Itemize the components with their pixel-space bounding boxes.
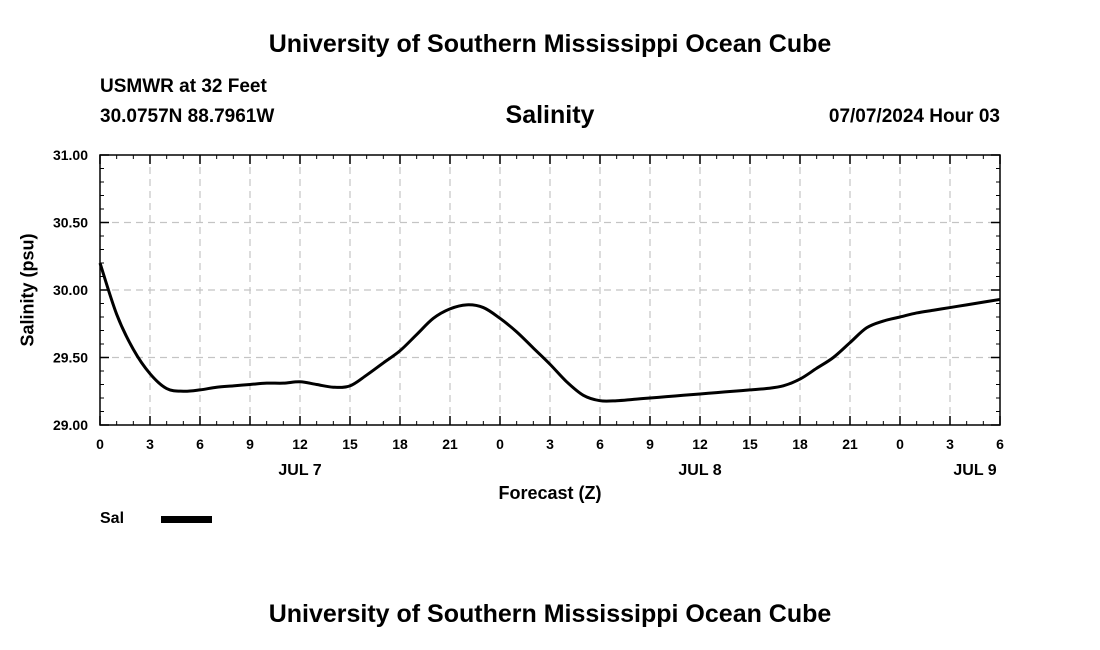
legend-label: Sal	[100, 510, 125, 527]
x-tick-label: 12	[292, 436, 308, 452]
plot-frame	[99, 154, 1001, 426]
x-tick-label: 18	[392, 436, 408, 452]
y-tick-label: 30.00	[53, 282, 88, 298]
station-label: USMWR at 32 Feet	[100, 76, 267, 97]
x-tick-label: 9	[246, 436, 254, 452]
page-title: University of Southern Mississippi Ocean…	[268, 30, 832, 58]
grid-lines	[100, 155, 1000, 425]
x-tick-label: 21	[442, 436, 458, 452]
tick-labels: 0 3 6 9 12 15 18 21 0 3 6 9 12 15 18 21 0 3 6 29.00 29.50 30.…	[53, 147, 1004, 479]
x-tick-label: 0	[496, 436, 504, 452]
x-tick-label: 3	[546, 436, 554, 452]
y-tick-label: 30.50	[53, 215, 88, 231]
x-tick-label: 15	[342, 436, 358, 452]
date-label: JUL 8	[678, 462, 721, 479]
y-tick-label: 29.50	[53, 350, 88, 366]
legend-swatch	[161, 516, 212, 523]
chart-title: Salinity	[505, 101, 595, 129]
x-tick-label: 6	[996, 436, 1004, 452]
date-label: JUL 7	[278, 462, 321, 479]
footer-title: University of Southern Mississippi Ocean…	[268, 600, 832, 628]
series-line-sal	[98, 262, 1001, 403]
series-layer	[98, 262, 1001, 403]
x-tick-label: 6	[596, 436, 604, 452]
x-tick-label: 3	[946, 436, 954, 452]
x-tick-label: 18	[792, 436, 808, 452]
x-tick-label: 3	[146, 436, 154, 452]
station-coordinates: 30.0757N 88.7961W	[100, 106, 275, 127]
x-tick-label: 6	[196, 436, 204, 452]
x-tick-label: 0	[896, 436, 904, 452]
x-tick-label: 12	[692, 436, 708, 452]
date-label: JUL 9	[953, 462, 996, 479]
x-tick-label: 9	[646, 436, 654, 452]
x-axis-label: Forecast (Z)	[498, 483, 602, 503]
y-tick-label: 29.00	[53, 417, 88, 433]
x-tick-label: 0	[96, 436, 104, 452]
forecast-timestamp: 07/07/2024 Hour 03	[828, 106, 1000, 127]
x-tick-label: 21	[842, 436, 858, 452]
x-tick-label: 15	[742, 436, 758, 452]
y-tick-label: 31.00	[53, 147, 88, 163]
y-axis-label: Salinity (psu)	[17, 233, 38, 347]
